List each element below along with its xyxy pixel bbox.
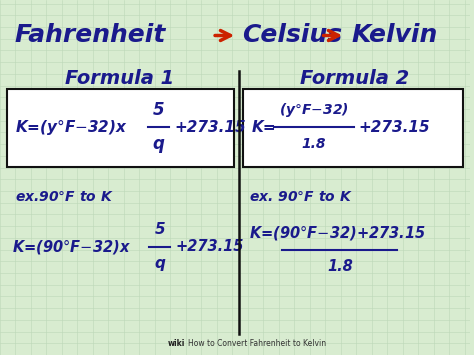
Text: 5: 5 [153,102,164,119]
Text: ex. 90$°$F to K: ex. 90$°$F to K [249,190,353,204]
Text: Kelvin: Kelvin [351,23,438,48]
Text: +273.15: +273.15 [174,120,246,135]
Text: K=(y$°$F$-$32)x: K=(y$°$F$-$32)x [16,118,128,137]
Text: Formula 2: Formula 2 [300,69,409,88]
Text: K=(90$°$F$-$32)x: K=(90$°$F$-$32)x [12,237,131,256]
Text: K=: K= [251,120,276,135]
Text: Celsius: Celsius [242,23,342,48]
Text: ex.90$°$F to K: ex.90$°$F to K [16,190,114,204]
Text: K=(90$°$F$-$32)+273.15: K=(90$°$F$-$32)+273.15 [249,223,426,242]
Text: Formula 1: Formula 1 [65,69,174,88]
Text: q: q [153,136,164,153]
FancyBboxPatch shape [7,89,234,167]
Text: How to Convert Fahrenheit to Kelvin: How to Convert Fahrenheit to Kelvin [188,339,326,348]
Text: q: q [154,256,165,271]
Text: (y$°$F$-$32): (y$°$F$-$32) [279,102,348,119]
Text: 1.8: 1.8 [301,137,326,152]
FancyBboxPatch shape [243,89,464,167]
Text: 5: 5 [155,222,165,237]
Text: +273.15: +273.15 [359,120,430,135]
Text: wiki: wiki [168,339,185,348]
Text: 1.8: 1.8 [328,260,353,274]
Text: +273.15: +273.15 [175,239,244,254]
Text: Fahrenheit: Fahrenheit [14,23,165,48]
